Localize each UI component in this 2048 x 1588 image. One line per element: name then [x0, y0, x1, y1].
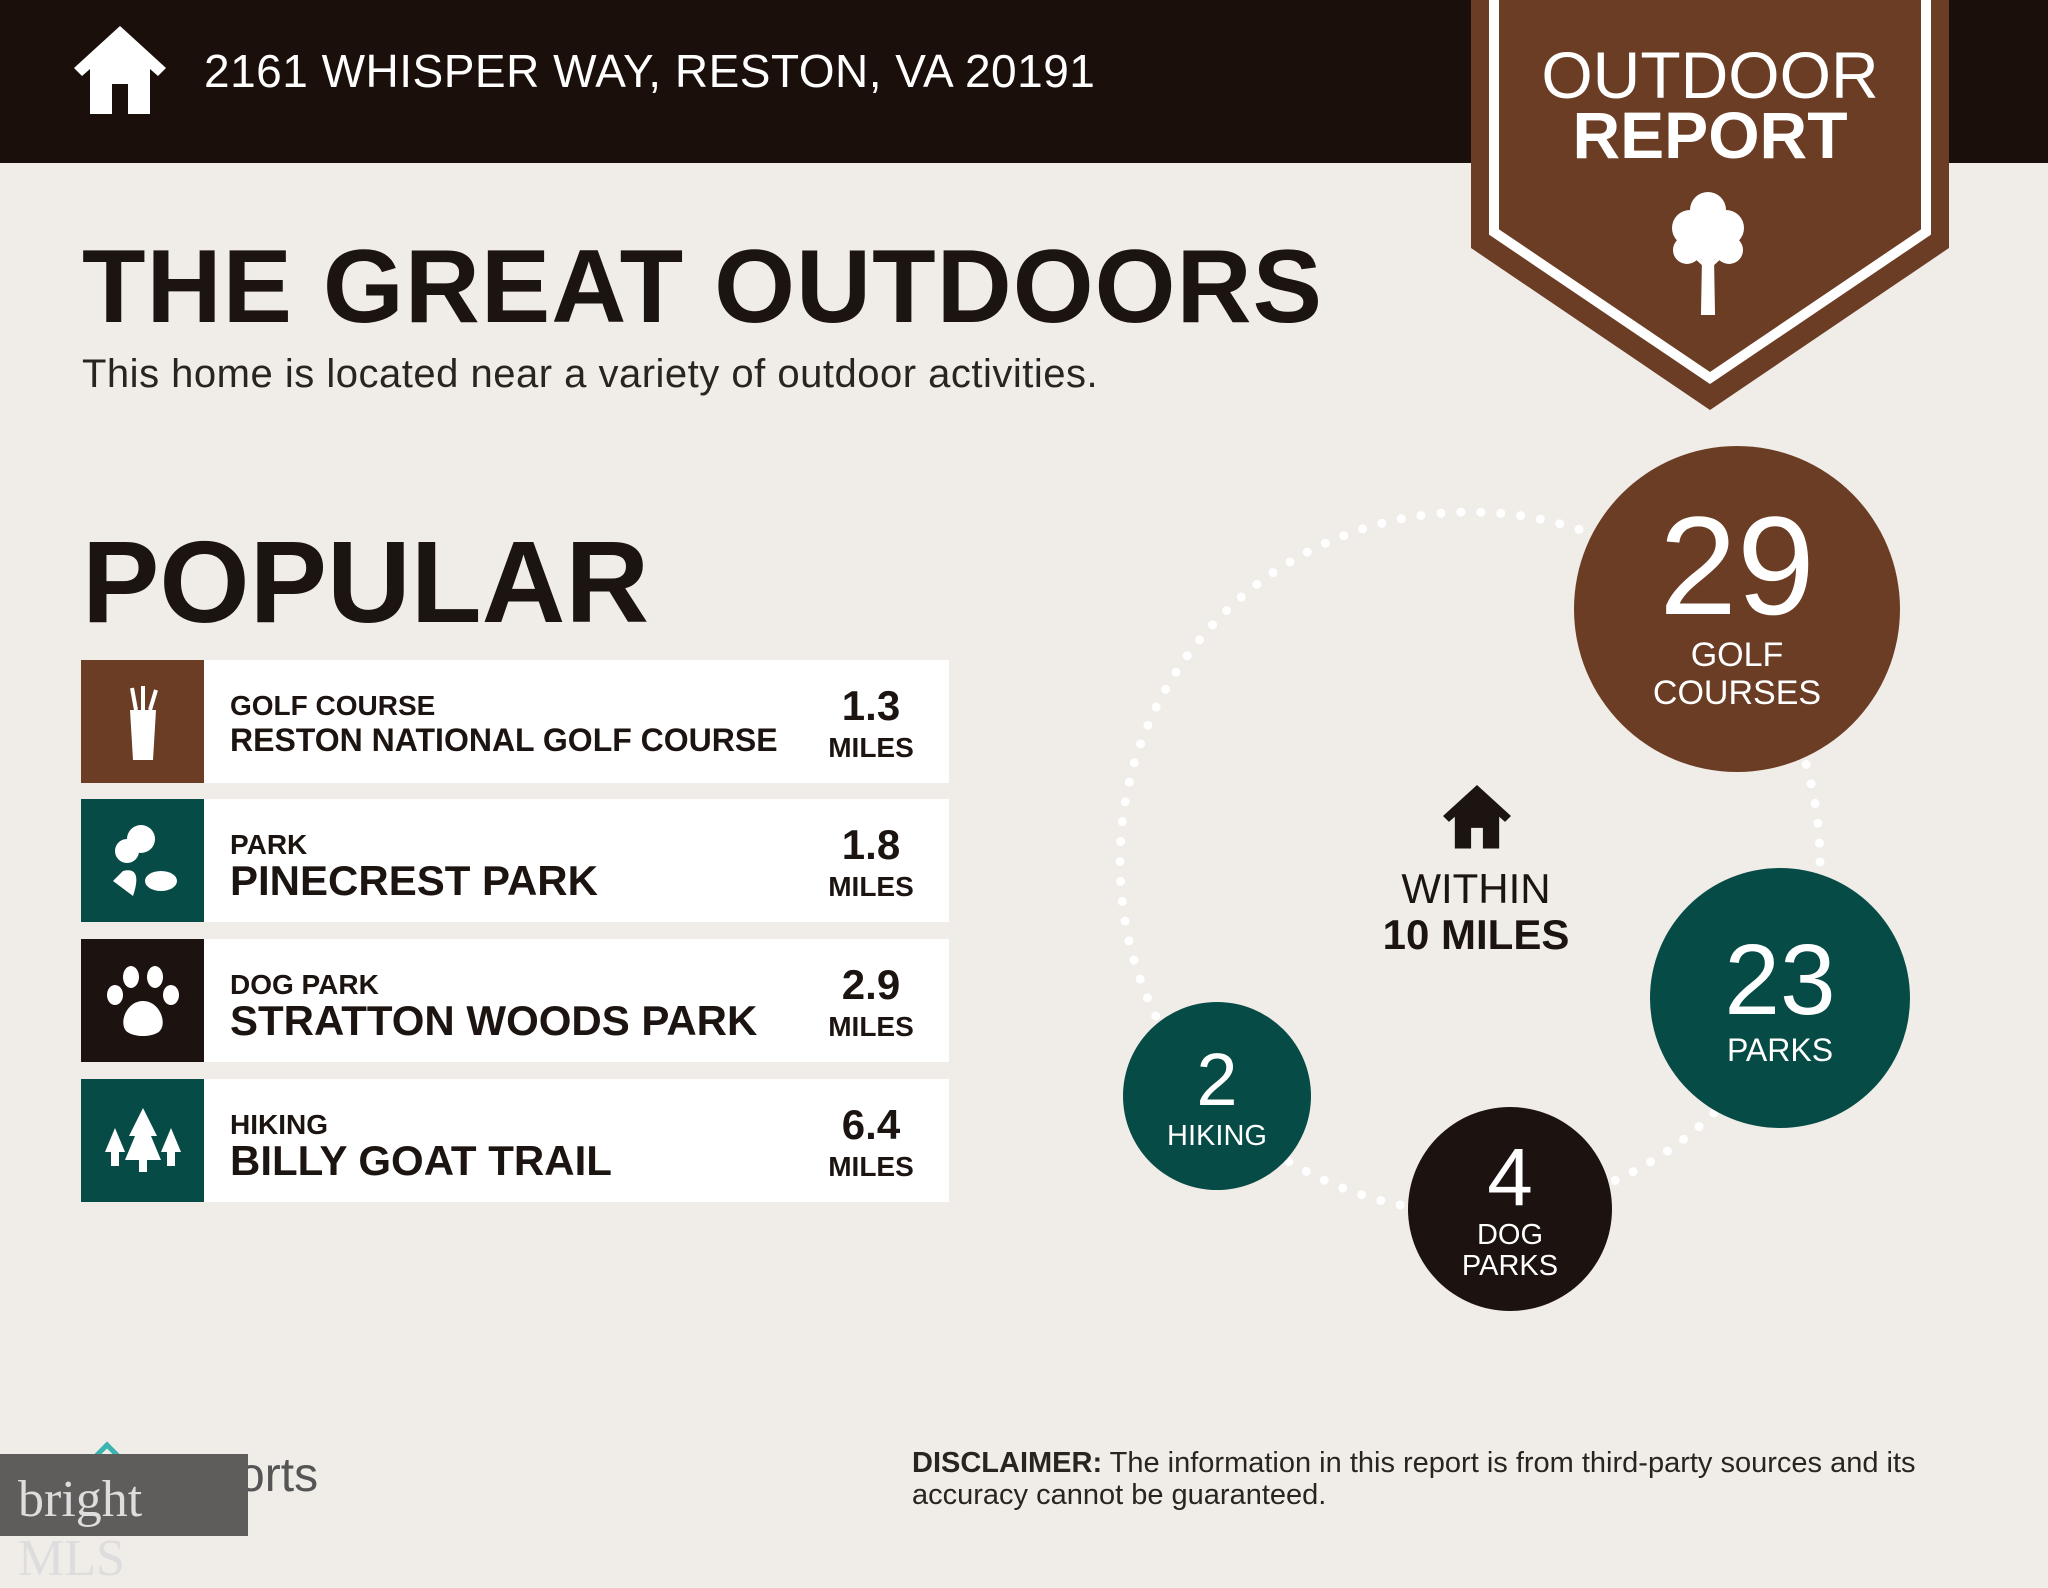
item-distance-unit: MILES — [828, 732, 914, 763]
parks-label: PARKS — [1726, 1031, 1834, 1068]
paw-icon — [81, 939, 204, 1062]
popular-item-hiking: HIKING BILLY GOAT TRAIL 6.4 MILES — [81, 1079, 949, 1202]
popular-item-dog-park: DOG PARK STRATTON WOODS PARK 2.9 MILES — [81, 939, 949, 1062]
popular-heading: POPULAR — [82, 517, 650, 647]
popular-item-park: PARK PINECREST PARK 1.8 MILES — [81, 799, 949, 922]
within-line1: WITHIN — [1401, 865, 1551, 912]
item-category: GOLF COURSE — [230, 690, 436, 721]
item-category: HIKING — [230, 1109, 328, 1140]
within-line2: 10 MILES — [1382, 911, 1570, 958]
park-icon — [81, 799, 204, 922]
hiking-label: HIKING — [1167, 1119, 1267, 1152]
dog-label-2: PARKS — [1461, 1250, 1559, 1282]
dotted-radius-ring — [1115, 507, 1825, 1217]
pine-trees-icon — [81, 1079, 204, 1202]
item-distance-unit: MILES — [828, 1151, 914, 1182]
dog-parks-count-circle: 4 DOG PARKS — [1408, 1107, 1612, 1311]
parks-count-circle: 23 PARKS — [1650, 868, 1910, 1128]
item-distance: 1.8 — [841, 821, 901, 868]
page-title: THE GREAT OUTDOORS — [82, 229, 1323, 345]
bright-mls-watermark: bright MLS — [0, 1454, 248, 1587]
hiking-count: 2 — [1196, 1037, 1238, 1121]
golf-label-1: GOLF — [1690, 636, 1784, 674]
item-name: RESTON NATIONAL GOLF COURSE — [230, 722, 778, 758]
house-icon — [1443, 784, 1511, 849]
hiking-count-circle: 2 HIKING — [1123, 1002, 1311, 1190]
golf-label-2: COURSES — [1652, 674, 1822, 712]
badge-title-line1: OUTDOOR — [1541, 38, 1879, 112]
item-category: PARK — [230, 829, 308, 860]
item-distance: 2.9 — [841, 961, 901, 1008]
popular-item-golf: GOLF COURSE RESTON NATIONAL GOLF COURSE … — [81, 660, 949, 783]
item-name: BILLY GOAT TRAIL — [230, 1137, 612, 1184]
golf-count: 29 — [1659, 487, 1815, 644]
golf-bag-icon — [81, 660, 204, 783]
disclaimer-label: DISCLAIMER: — [912, 1447, 1103, 1479]
house-icon — [74, 26, 166, 114]
item-name: PINECREST PARK — [230, 857, 598, 904]
disclaimer-text: The information in this report is from t… — [912, 1447, 1916, 1511]
badge-title-line2: REPORT — [1572, 98, 1848, 172]
item-distance-unit: MILES — [828, 1011, 914, 1042]
item-name: STRATTON WOODS PARK — [230, 997, 758, 1044]
parks-count: 23 — [1724, 923, 1836, 1036]
page-subtitle: This home is located near a variety of o… — [82, 352, 1099, 396]
disclaimer: DISCLAIMER: The information in this repo… — [912, 1447, 2012, 1511]
item-distance: 6.4 — [841, 1101, 901, 1148]
golf-courses-count-circle: 29 GOLF COURSES — [1574, 446, 1900, 772]
item-category: DOG PARK — [230, 969, 379, 1000]
item-distance-unit: MILES — [828, 871, 914, 902]
bright-mls-logo-text: bright MLS — [18, 1471, 143, 1587]
property-address: 2161 WHISPER WAY, RESTON, VA 20191 — [204, 45, 1096, 97]
tree-icon — [1672, 192, 1744, 315]
within-label: WITHIN 10 MILES — [1326, 866, 1626, 958]
dog-label-1: DOG — [1476, 1219, 1544, 1251]
item-distance: 1.3 — [841, 682, 901, 729]
dog-count: 4 — [1487, 1132, 1533, 1223]
